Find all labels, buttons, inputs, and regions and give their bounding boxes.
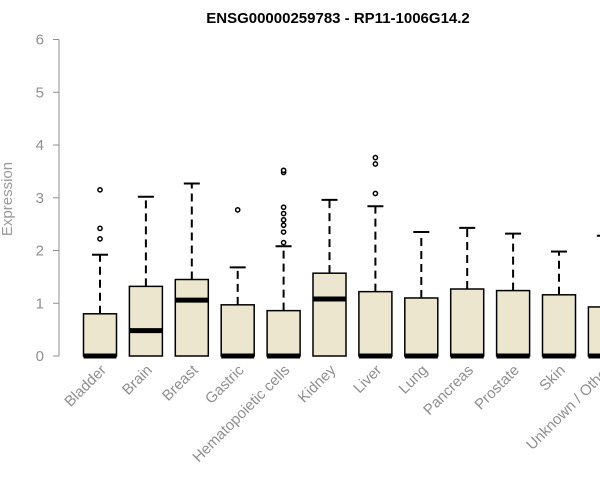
iqr-box bbox=[174, 278, 210, 357]
box-prostate bbox=[495, 232, 531, 359]
outlier-point bbox=[280, 204, 287, 211]
iqr-box bbox=[312, 272, 347, 357]
box-breast bbox=[174, 182, 210, 357]
box-skin bbox=[541, 250, 577, 359]
y-tick-label: 2 bbox=[36, 243, 44, 260]
outlier-point bbox=[97, 186, 103, 193]
iqr-box bbox=[495, 289, 531, 357]
outlier-point bbox=[280, 217, 287, 223]
iqr-box bbox=[128, 285, 164, 357]
outlier-point bbox=[97, 225, 103, 232]
box-gastric bbox=[220, 207, 255, 359]
x-tick-label: Skin bbox=[536, 362, 569, 395]
outlier-point bbox=[372, 161, 379, 167]
iqr-box bbox=[266, 309, 301, 357]
iqr-box bbox=[449, 288, 485, 357]
outlier-point bbox=[97, 236, 103, 242]
y-axis-label: Expression bbox=[0, 162, 16, 236]
box-hematopoietic-cells bbox=[266, 167, 301, 359]
iqr-box bbox=[587, 306, 600, 357]
iqr-box bbox=[404, 297, 439, 357]
iqr-box bbox=[358, 290, 393, 357]
x-tick-label: Prostate bbox=[471, 362, 523, 414]
outlier-point bbox=[280, 210, 287, 217]
box-bladder bbox=[82, 186, 118, 359]
x-tick-label: Liver bbox=[350, 362, 385, 397]
box-pancreas bbox=[449, 226, 485, 359]
box-liver bbox=[358, 154, 393, 359]
x-tick-label: Gastric bbox=[202, 361, 248, 407]
x-tick-label: Kidney bbox=[295, 361, 340, 406]
iqr-box bbox=[220, 304, 255, 357]
outlier-point bbox=[372, 190, 379, 197]
box-brain bbox=[128, 195, 164, 357]
outlier-point bbox=[280, 222, 287, 229]
chart-title: ENSG00000259783 - RP11-1006G14.2 bbox=[206, 10, 470, 27]
y-tick-label: 4 bbox=[36, 137, 44, 154]
plot-area bbox=[82, 154, 600, 359]
outlier-point bbox=[372, 154, 379, 161]
y-tick-label: 0 bbox=[36, 348, 44, 365]
outlier-point bbox=[280, 229, 287, 235]
outlier-point bbox=[280, 167, 287, 174]
y-tick-label: 1 bbox=[36, 295, 44, 312]
box-kidney bbox=[312, 198, 347, 357]
outlier-point bbox=[234, 207, 241, 213]
outlier-point bbox=[280, 239, 287, 246]
x-tick-label: Bladder bbox=[61, 362, 110, 411]
y-tick-label: 3 bbox=[36, 190, 44, 207]
box-lung bbox=[404, 231, 439, 359]
x-tick-label: Brain bbox=[119, 362, 156, 399]
y-tick-label: 6 bbox=[36, 32, 44, 49]
x-tick-label: Lung bbox=[396, 362, 432, 398]
x-tick-label: Breast bbox=[159, 361, 202, 404]
iqr-box bbox=[82, 313, 118, 357]
iqr-box bbox=[541, 294, 577, 357]
y-axis: 0 1 2 3 4 5 6 bbox=[36, 32, 60, 365]
box-unknown-other bbox=[587, 234, 600, 359]
x-tick-label: Pancreas bbox=[420, 362, 477, 419]
y-tick-label: 5 bbox=[36, 84, 44, 101]
